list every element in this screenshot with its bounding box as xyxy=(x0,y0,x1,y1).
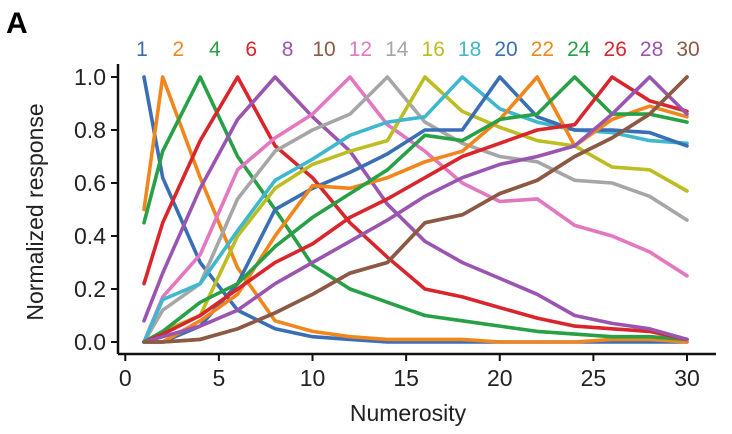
x-tick-label: 0 xyxy=(119,365,132,391)
legend-label-20: 20 xyxy=(494,38,517,61)
x-tick-label: 15 xyxy=(393,365,419,391)
series-line-16 xyxy=(142,75,689,344)
y-tick-label: 0.6 xyxy=(74,170,106,196)
series-line-30 xyxy=(142,75,689,344)
y-axis-title: Normalized response xyxy=(22,103,48,320)
legend-label-28: 28 xyxy=(640,38,663,61)
ticks: 0 5 10 15 20 25 30 0.0 0.2 0.4 0.6 0.8 1.0 xyxy=(74,64,700,391)
series-line-28 xyxy=(142,75,689,344)
series-line-24 xyxy=(142,75,689,344)
panel-label: A xyxy=(6,7,28,40)
x-axis-title: Numerosity xyxy=(350,400,467,426)
legend-label-4: 4 xyxy=(209,38,221,61)
x-tick-label: 30 xyxy=(674,365,700,391)
y-tick-label: 1.0 xyxy=(74,64,106,90)
series-line-12 xyxy=(142,75,689,344)
legend-label-12: 12 xyxy=(349,38,372,61)
x-tick-label: 25 xyxy=(581,365,607,391)
x-tick-label: 20 xyxy=(487,365,513,391)
series-line-26 xyxy=(142,75,689,344)
legend-label-2: 2 xyxy=(173,38,185,61)
legend-label-10: 10 xyxy=(312,38,335,61)
y-tick-label: 0.8 xyxy=(74,117,106,143)
y-tick-label: 0.0 xyxy=(74,329,106,355)
legend-label-1: 1 xyxy=(136,38,148,61)
legend-label-22: 22 xyxy=(531,38,554,61)
legend-label-30: 30 xyxy=(676,38,699,61)
series-line-2 xyxy=(142,75,689,344)
series-line-4 xyxy=(142,75,689,342)
axes xyxy=(116,64,716,356)
x-tick-label: 5 xyxy=(212,365,225,391)
y-tick-label: 0.4 xyxy=(74,223,106,249)
legend-label-16: 16 xyxy=(422,38,445,61)
legend-label-24: 24 xyxy=(567,38,591,61)
series-line-14 xyxy=(142,75,689,344)
series-lines xyxy=(142,75,689,344)
legend-label-18: 18 xyxy=(458,38,481,61)
y-tick-label: 0.2 xyxy=(74,276,106,302)
legend: 1 2 4 6 8 10 12 14 16 18 20 22 24 26 28 30 xyxy=(136,38,700,61)
legend-label-14: 14 xyxy=(385,38,409,61)
series-line-22 xyxy=(142,75,689,344)
series-line-8 xyxy=(142,75,689,342)
series-line-6 xyxy=(142,75,689,342)
legend-label-6: 6 xyxy=(245,38,257,61)
x-tick-label: 10 xyxy=(300,365,326,391)
legend-label-8: 8 xyxy=(282,38,294,61)
legend-label-26: 26 xyxy=(604,38,627,61)
